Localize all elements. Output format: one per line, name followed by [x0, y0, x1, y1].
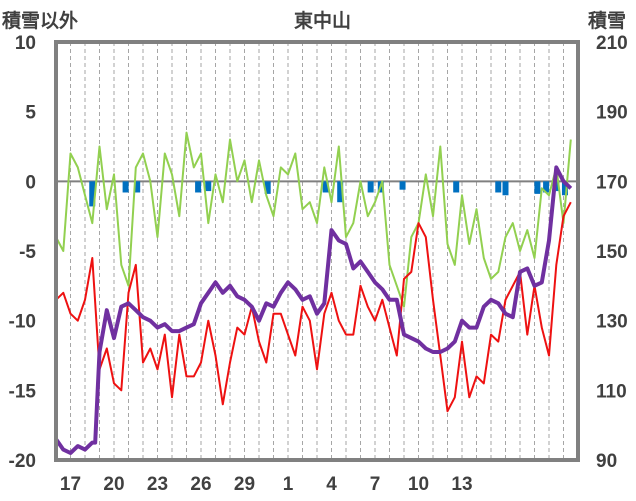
snowfall-bar — [495, 181, 502, 193]
chart-title: 東中山 — [294, 10, 352, 32]
left-y-axis-ticks: 10 5 0 -5 -10 -15 -20 — [9, 33, 37, 472]
left-tick-label: -5 — [19, 242, 36, 263]
right-axis-label: 積雪 — [588, 10, 627, 32]
left-tick-label: -15 — [9, 381, 37, 402]
snowfall-bar — [134, 181, 141, 193]
right-tick-label: 130 — [596, 312, 628, 333]
snowfall-bar — [367, 181, 374, 193]
x-tick-label: 29 — [234, 474, 255, 495]
snowfall-bar — [543, 181, 550, 193]
snowfall-bar — [534, 181, 541, 194]
x-tick-label: 10 — [408, 474, 429, 495]
snowfall-bar — [122, 181, 129, 193]
left-tick-label: -20 — [9, 451, 36, 472]
vertical-gridlines — [70, 42, 564, 460]
snowfall-bar — [195, 181, 202, 193]
right-tick-label: 190 — [596, 103, 628, 124]
right-tick-label: 110 — [596, 381, 627, 402]
left-tick-label: 5 — [25, 103, 36, 124]
x-tick-label: 20 — [103, 474, 124, 495]
left-tick-label: 10 — [15, 33, 36, 54]
left-tick-label: 0 — [25, 172, 36, 193]
left-axis-label: 積雪以外 — [2, 10, 79, 32]
x-tick-label: 23 — [147, 474, 168, 495]
snowfall-bar — [399, 181, 406, 190]
snowfall-bar — [264, 181, 271, 194]
snow-depth-series-line — [54, 165, 573, 455]
right-tick-label: 170 — [596, 172, 628, 193]
snowfall-bar — [89, 181, 96, 207]
right-tick-label: 90 — [596, 451, 617, 472]
snowfall-bar — [453, 181, 460, 193]
x-tick-label: 4 — [326, 474, 337, 495]
x-tick-label: 13 — [451, 474, 472, 495]
right-y-axis-ticks: 210 190 170 150 130 110 90 — [596, 33, 628, 472]
x-tick-label: 7 — [370, 474, 381, 495]
x-tick-label: 17 — [60, 474, 81, 495]
x-tick-label: 26 — [190, 474, 211, 495]
plot-frame — [54, 40, 580, 462]
snowfall-bar — [502, 181, 509, 196]
x-axis-ticks: 17 20 23 26 29 1 4 7 10 13 — [60, 474, 473, 495]
temperature-series-line — [55, 201, 572, 413]
precipitation-series-line — [55, 131, 572, 308]
right-tick-label: 210 — [596, 33, 628, 54]
snowfall-bar — [322, 181, 329, 193]
snowfall-bar — [561, 181, 568, 196]
snowfall-bar — [337, 181, 344, 203]
left-tick-label: -10 — [9, 312, 36, 333]
right-tick-label: 150 — [596, 242, 628, 263]
snowfall-bar — [205, 181, 212, 192]
x-tick-label: 1 — [283, 474, 294, 495]
